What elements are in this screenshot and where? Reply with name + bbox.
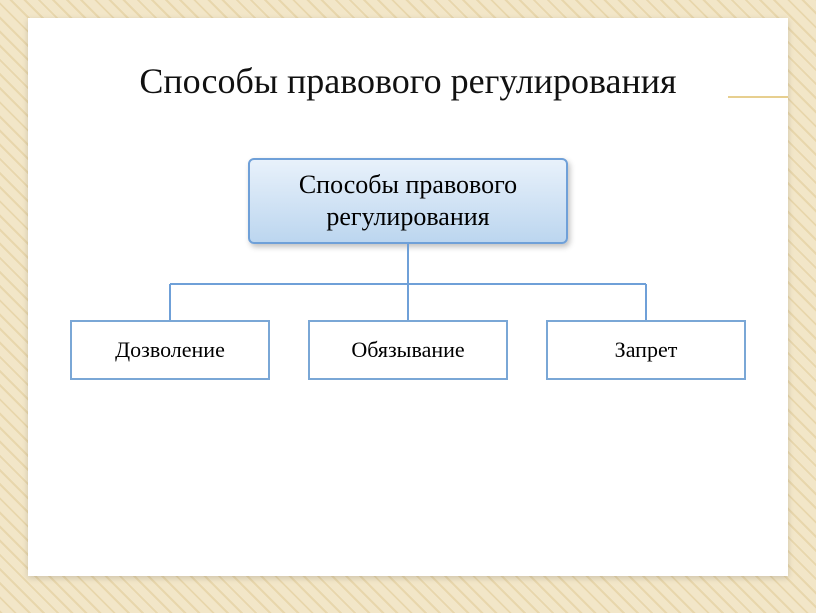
diagram-child-node-2: Обязывание — [308, 320, 508, 380]
diagram-child-label: Дозволение — [115, 337, 225, 363]
diagram-child-node-1: Дозволение — [70, 320, 270, 380]
diagram-root-label: Способы правового регулирования — [264, 169, 552, 234]
diagram-child-label: Запрет — [615, 337, 678, 363]
diagram-child-label: Обязывание — [351, 337, 464, 363]
slide: Способы правового регулирования Способы … — [28, 18, 788, 576]
slide-title: Способы правового регулирования — [28, 60, 788, 102]
diagram-child-node-3: Запрет — [546, 320, 746, 380]
diagram-root-node: Способы правового регулирования — [248, 158, 568, 244]
